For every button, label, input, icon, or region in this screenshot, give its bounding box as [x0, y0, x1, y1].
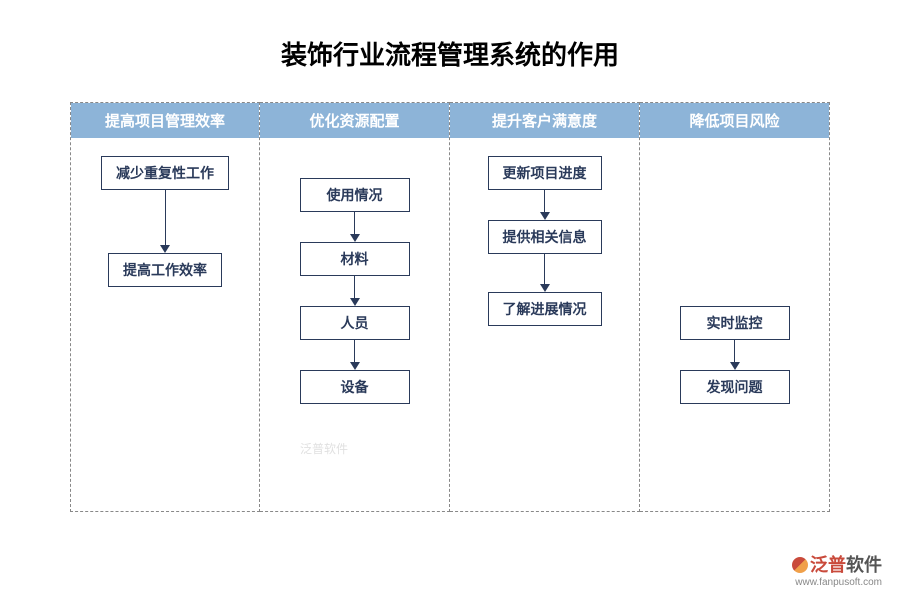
col1-node-1: 提高工作效率: [108, 253, 222, 287]
col4-body: 实时监控 发现问题: [640, 138, 829, 511]
col1-node-0: 减少重复性工作: [101, 156, 229, 190]
col4-node-1: 发现问题: [680, 370, 790, 404]
col4-node-0: 实时监控: [680, 306, 790, 340]
col2-header: 优化资源配置: [260, 103, 449, 138]
arrow-head-icon: [540, 212, 550, 220]
column-2: 优化资源配置 使用情况 材料 人员 设备: [260, 102, 450, 512]
arrow-line: [354, 340, 355, 362]
arrow-line: [354, 276, 355, 298]
brand-gray: 软件: [846, 555, 882, 575]
arrow-line: [354, 212, 355, 234]
columns-container: 提高项目管理效率 减少重复性工作 提高工作效率 优化资源配置 使用情况 材料 人…: [0, 102, 900, 512]
arrow-head-icon: [540, 284, 550, 292]
col2-node-3: 设备: [300, 370, 410, 404]
arrow-icon: [730, 340, 740, 370]
arrow-head-icon: [350, 362, 360, 370]
arrow-icon: [350, 340, 360, 370]
arrow-icon: [350, 276, 360, 306]
arrow-line: [544, 190, 545, 212]
brand-logo: 泛普软件: [792, 551, 882, 577]
col2-node-1: 材料: [300, 242, 410, 276]
col1-header: 提高项目管理效率: [71, 103, 259, 138]
col3-node-1: 提供相关信息: [488, 220, 602, 254]
col3-body: 更新项目进度 提供相关信息 了解进展情况: [450, 138, 639, 511]
brand-url: www.fanpusoft.com: [792, 577, 882, 588]
arrow-line: [734, 340, 735, 362]
arrow-icon: [350, 212, 360, 242]
arrow-line: [544, 254, 545, 284]
logo-circle-icon: [792, 557, 808, 573]
arrow-icon: [540, 254, 550, 292]
col2-node-0: 使用情况: [300, 178, 410, 212]
arrow-head-icon: [730, 362, 740, 370]
col3-node-2: 了解进展情况: [488, 292, 602, 326]
col2-node-2: 人员: [300, 306, 410, 340]
column-1: 提高项目管理效率 减少重复性工作 提高工作效率: [70, 102, 260, 512]
arrow-line: [165, 190, 166, 245]
watermark-bottom-right: 泛普软件 www.fanpusoft.com: [792, 551, 882, 588]
column-4: 降低项目风险 实时监控 发现问题: [640, 102, 830, 512]
col2-body: 使用情况 材料 人员 设备: [260, 138, 449, 511]
column-3: 提升客户满意度 更新项目进度 提供相关信息 了解进展情况: [450, 102, 640, 512]
col4-header: 降低项目风险: [640, 103, 829, 138]
watermark-mid: 泛普软件: [300, 440, 348, 457]
arrow-head-icon: [350, 298, 360, 306]
arrow-head-icon: [350, 234, 360, 242]
col1-body: 减少重复性工作 提高工作效率: [71, 138, 259, 511]
col3-node-0: 更新项目进度: [488, 156, 602, 190]
arrow-head-icon: [160, 245, 170, 253]
brand-red: 泛普: [810, 555, 846, 575]
col3-header: 提升客户满意度: [450, 103, 639, 138]
arrow-icon: [160, 190, 170, 253]
arrow-icon: [540, 190, 550, 220]
page-title: 装饰行业流程管理系统的作用: [0, 0, 900, 102]
